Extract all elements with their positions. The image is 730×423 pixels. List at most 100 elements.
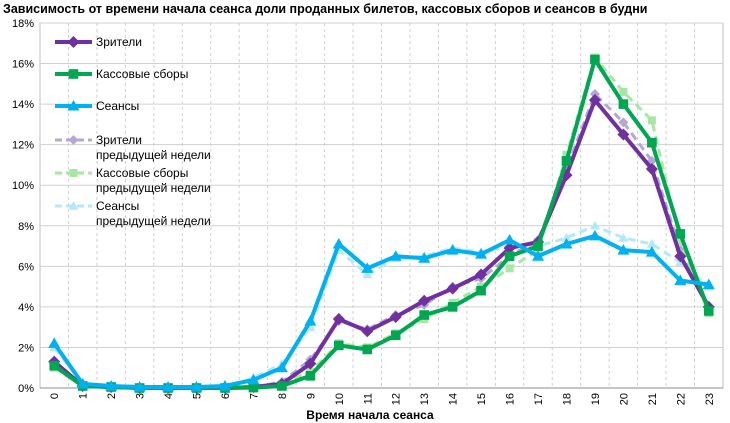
x-tick-label: 2 <box>106 393 118 399</box>
x-tick-label: 16 <box>505 393 517 405</box>
data-point <box>105 379 118 391</box>
y-axis-ticks: 0% 2% 4% 6% 8% 10% 12% 14% 16% 18% <box>12 18 34 395</box>
data-point <box>618 232 629 242</box>
data-point <box>676 238 685 246</box>
data-point <box>618 99 629 109</box>
data-point <box>305 371 316 381</box>
legend-label: Зрители <box>96 35 142 49</box>
data-point <box>503 242 516 255</box>
data-point <box>589 220 600 230</box>
data-point <box>647 116 656 125</box>
x-tick-label: 21 <box>647 393 659 405</box>
y-tick-label: 8% <box>18 221 34 233</box>
data-point <box>446 282 459 295</box>
data-point <box>332 238 345 249</box>
data-point <box>590 54 600 65</box>
y-tick-label: 0% <box>18 383 34 395</box>
y-tick-label: 14% <box>12 99 34 111</box>
data-point <box>617 244 630 255</box>
data-point <box>277 381 287 391</box>
series-2 <box>48 229 715 392</box>
data-point <box>645 163 658 175</box>
data-point <box>418 294 431 307</box>
data-point <box>588 94 601 107</box>
x-tick-label: 9 <box>305 393 317 399</box>
x-tick-label: 11 <box>362 393 374 404</box>
data-point <box>589 88 600 99</box>
x-tick-label: 22 <box>675 393 687 405</box>
data-point <box>218 379 231 391</box>
data-point <box>304 315 317 326</box>
data-point <box>674 250 687 263</box>
data-point <box>418 252 431 263</box>
y-tick-label: 10% <box>12 180 34 192</box>
data-point <box>532 250 545 261</box>
data-point <box>334 340 344 351</box>
data-point <box>304 357 317 370</box>
data-point <box>190 380 203 392</box>
x-axis-ticks: 0 1 2 3 4 5 6 7 8 9 10 11 12 13 14 15 16 17 18 19 20 21 22 23 <box>49 393 716 405</box>
data-point <box>645 246 658 257</box>
data-point <box>505 264 514 273</box>
y-tick-label: 12% <box>12 140 34 152</box>
legend-item: Кассовые сборы <box>55 67 188 81</box>
data-point <box>702 278 715 290</box>
data-point <box>475 268 488 281</box>
data-point <box>703 306 714 316</box>
legend-item: Сеансы <box>55 99 139 113</box>
chart-title: Зависимость от времени начала сеанса дол… <box>3 2 648 16</box>
data-point <box>419 310 429 320</box>
x-tick-label: 6 <box>220 393 232 399</box>
x-tick-label: 13 <box>419 393 431 405</box>
data-point <box>247 373 260 385</box>
legend-item: Зрители <box>55 35 142 49</box>
data-point <box>675 229 686 239</box>
data-point <box>68 69 79 79</box>
data-point <box>67 36 80 48</box>
series-group <box>48 53 715 394</box>
data-point <box>646 239 657 248</box>
x-tick-label: 8 <box>277 393 289 399</box>
data-point <box>617 128 630 141</box>
legend-label: предыдущей недели <box>96 181 211 195</box>
data-point <box>248 382 259 393</box>
data-point <box>362 269 373 279</box>
data-point <box>390 330 401 341</box>
legend-label: Сеансы <box>96 199 139 213</box>
data-point <box>48 337 61 348</box>
y-tick-label: 18% <box>12 18 34 30</box>
legend-label: Зрители <box>96 133 142 147</box>
data-point <box>475 248 488 259</box>
x-tick-label: 7 <box>248 393 260 399</box>
data-point <box>76 377 89 389</box>
data-point <box>389 311 402 324</box>
data-point <box>647 137 657 148</box>
y-tick-label: 16% <box>12 59 34 71</box>
data-point <box>389 250 402 261</box>
x-tick-label: 10 <box>334 393 346 405</box>
y-tick-label: 6% <box>18 261 34 273</box>
series-line <box>53 224 710 389</box>
x-tick-label: 3 <box>135 393 147 399</box>
data-point <box>504 251 515 261</box>
x-tick-label: 5 <box>192 393 204 399</box>
data-point <box>674 274 687 286</box>
data-point <box>69 169 78 177</box>
legend-label: Сеансы <box>96 99 139 113</box>
legend-label: Кассовые сборы <box>96 166 188 180</box>
legend-label: предыдущей недели <box>96 214 211 228</box>
data-point <box>361 325 374 338</box>
data-point <box>361 262 374 273</box>
data-point <box>447 302 458 312</box>
x-tick-label: 23 <box>704 393 716 405</box>
legend-label: предыдущей недели <box>96 148 211 162</box>
x-tick-label: 19 <box>590 393 602 405</box>
data-point <box>68 135 79 145</box>
data-point <box>162 380 175 392</box>
x-axis-label: Время начала сеанса <box>306 408 434 422</box>
x-tick-label: 12 <box>391 393 403 405</box>
data-point <box>133 380 146 392</box>
